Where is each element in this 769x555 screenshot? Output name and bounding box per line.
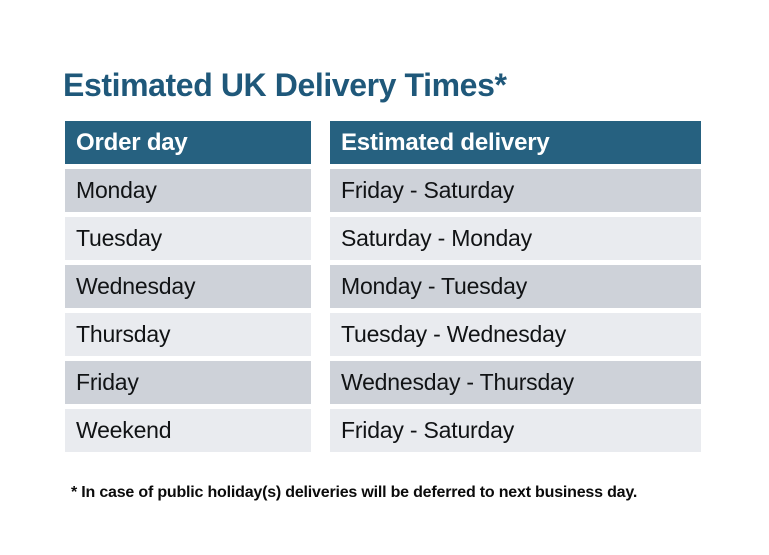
order-day-header-cell: Order day: [65, 121, 311, 164]
order-day-cell: Thursday: [65, 313, 311, 356]
estimated-delivery-cell: Friday - Saturday: [330, 169, 701, 212]
estimated-delivery-header-cell: Estimated delivery: [330, 121, 701, 164]
order-day-cell: Monday: [65, 169, 311, 212]
page-title: Estimated UK Delivery Times*: [63, 67, 507, 104]
holiday-footnote: * In case of public holiday(s) deliverie…: [71, 484, 638, 501]
estimated-delivery-cell: Friday - Saturday: [330, 409, 701, 452]
estimated-delivery-cell: Monday - Tuesday: [330, 265, 701, 308]
estimated-delivery-cell: Tuesday - Wednesday: [330, 313, 701, 356]
estimated-delivery-cell: Saturday - Monday: [330, 217, 701, 260]
order-day-cell: Tuesday: [65, 217, 311, 260]
delivery-times-table: Order day Estimated delivery Monday Frid…: [65, 121, 701, 452]
order-day-cell: Weekend: [65, 409, 311, 452]
order-day-cell: Wednesday: [65, 265, 311, 308]
order-day-cell: Friday: [65, 361, 311, 404]
estimated-delivery-cell: Wednesday - Thursday: [330, 361, 701, 404]
